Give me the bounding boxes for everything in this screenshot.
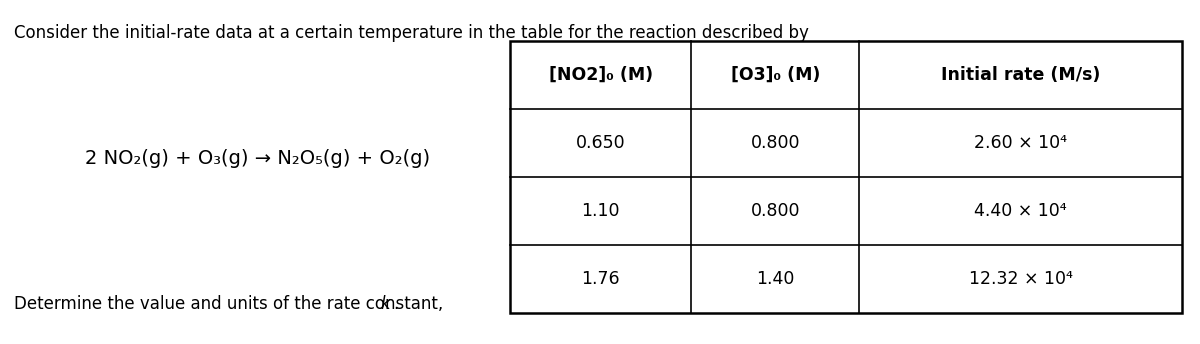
Text: 2.60 × 10⁴: 2.60 × 10⁴ <box>974 134 1067 152</box>
Text: [NO2]₀ (M): [NO2]₀ (M) <box>548 66 653 84</box>
Text: .: . <box>394 295 398 313</box>
Text: Determine the value and units of the rate constant,: Determine the value and units of the rat… <box>14 295 449 313</box>
Text: 12.32 × 10⁴: 12.32 × 10⁴ <box>968 270 1073 288</box>
Text: 1.40: 1.40 <box>756 270 794 288</box>
Text: Initial rate (M/s): Initial rate (M/s) <box>941 66 1100 84</box>
Text: 2 NO₂(g) + O₃(g) → N₂O₅(g) + O₂(g): 2 NO₂(g) + O₃(g) → N₂O₅(g) + O₂(g) <box>85 149 431 168</box>
Text: 1.10: 1.10 <box>582 202 620 220</box>
Text: 1.76: 1.76 <box>582 270 620 288</box>
Text: 0.800: 0.800 <box>751 134 800 152</box>
Text: Consider the initial-rate data at a certain temperature in the table for the rea: Consider the initial-rate data at a cert… <box>14 24 809 42</box>
Text: 4.40 × 10⁴: 4.40 × 10⁴ <box>974 202 1067 220</box>
Bar <box>510 41 1182 313</box>
Text: 0.650: 0.650 <box>576 134 625 152</box>
Text: k: k <box>380 295 390 313</box>
Text: 0.800: 0.800 <box>751 202 800 220</box>
Text: [O3]₀ (M): [O3]₀ (M) <box>731 66 820 84</box>
